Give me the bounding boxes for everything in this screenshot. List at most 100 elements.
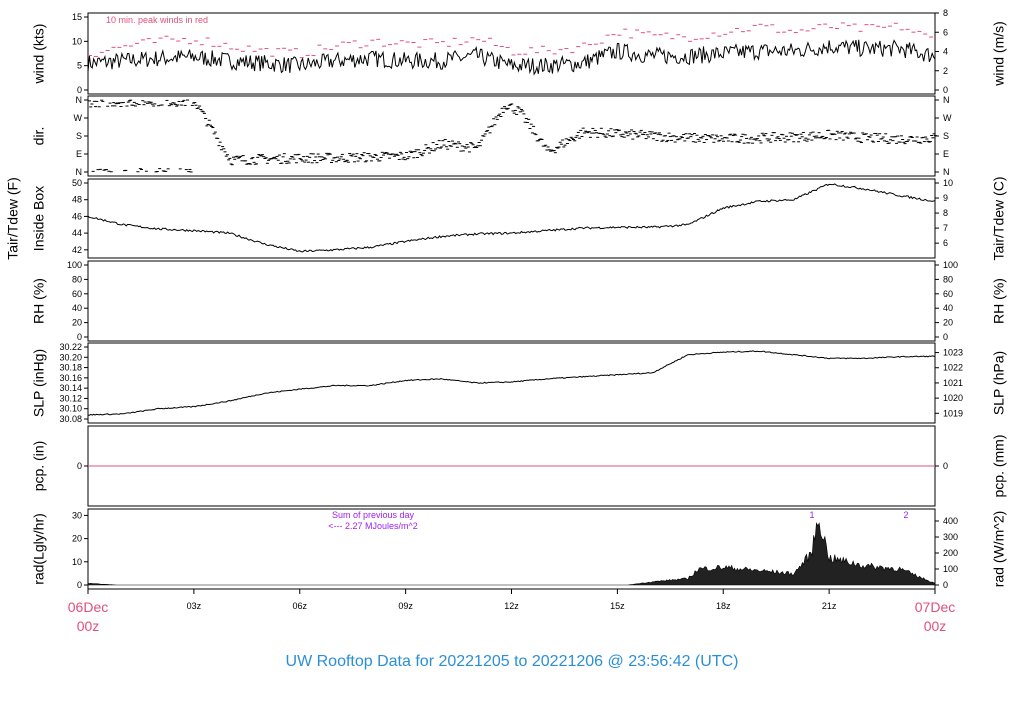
y-tick-label: 5 bbox=[77, 61, 82, 71]
panel-rh: RH (%) RH (%) 0 20 40 60 80 100 0 20 40 60 80 100 bbox=[31, 260, 1007, 342]
y-tick-label: 30.10 bbox=[59, 404, 82, 414]
y-tick-label: N bbox=[76, 167, 83, 177]
y-tick-label-right: 1022 bbox=[943, 363, 963, 373]
y-tick-label: 42 bbox=[72, 245, 82, 255]
y-tick-label: 15 bbox=[72, 12, 82, 22]
radiation-marker-2: 2 bbox=[903, 510, 908, 520]
y-tick-label: 0 bbox=[77, 580, 82, 590]
x-tick-label: 18z bbox=[716, 601, 731, 611]
y-tick-label-right: 9 bbox=[943, 193, 948, 203]
y-tick-label: 46 bbox=[72, 211, 82, 221]
y-tick-label: 40 bbox=[72, 303, 82, 313]
y-tick-label-right: 20 bbox=[943, 318, 953, 328]
y-tick-label-right: 7 bbox=[943, 223, 948, 233]
y-axis-label-right: RH (%) bbox=[991, 278, 1007, 324]
slp-line bbox=[87, 350, 936, 416]
y-tick-label-right: W bbox=[943, 113, 952, 123]
y-tick-label-right: 4 bbox=[943, 47, 948, 57]
y-axis-label-right: SLP (hPa) bbox=[991, 351, 1007, 415]
y-tick-label: 30.20 bbox=[59, 352, 82, 362]
panel-frame bbox=[87, 12, 936, 95]
y-axis-label: wind (kts) bbox=[31, 24, 47, 85]
y-tick-label: 80 bbox=[72, 274, 82, 284]
y-tick-label-right: 300 bbox=[943, 532, 958, 542]
y-tick-label-right: 100 bbox=[943, 564, 958, 574]
y-tick-label: 0 bbox=[77, 332, 82, 342]
wind-speed-line bbox=[87, 39, 936, 76]
y-axis-label-2: Inside Box bbox=[31, 186, 47, 251]
chart-title: UW Rooftop Data for 20221205 to 20221206… bbox=[286, 653, 739, 670]
y-tick-label-right: 8 bbox=[943, 208, 948, 218]
y-tick-label-right: 1021 bbox=[943, 378, 963, 388]
y-tick-label-right: 200 bbox=[943, 548, 958, 558]
y-axis-label: pcp. (in) bbox=[31, 441, 47, 492]
y-tick-label-right: 6 bbox=[943, 27, 948, 37]
panel-rad: rad(Lgly/hr) rad (W/m^2)01020300100200300… bbox=[31, 508, 1007, 590]
y-axis-label: SLP (inHg) bbox=[31, 349, 47, 417]
y-tick-label: 30.18 bbox=[59, 363, 82, 373]
panel-frame bbox=[87, 260, 936, 342]
y-tick-label: W bbox=[74, 113, 83, 123]
y-axis-label-right: pcp. (mm) bbox=[991, 435, 1007, 498]
x-tick-label: 03z bbox=[187, 601, 202, 611]
peak-wind-annotation: 10 min. peak winds in red bbox=[106, 15, 208, 25]
radiation-area bbox=[87, 522, 936, 586]
radiation-sum-value: <--- 2.27 MJoules/m^2 bbox=[328, 521, 418, 531]
panel-frame bbox=[87, 342, 936, 424]
y-tick-label-right: 1019 bbox=[943, 408, 963, 418]
y-tick-label-right: S bbox=[943, 131, 949, 141]
y-tick-label-right: 0 bbox=[943, 85, 948, 95]
y-tick-label-right: 0 bbox=[943, 580, 948, 590]
y-tick-label: 30.14 bbox=[59, 383, 82, 393]
panel-frame bbox=[87, 178, 936, 259]
y-tick-label-right: 10 bbox=[943, 178, 953, 188]
y-tick-label: E bbox=[76, 149, 82, 159]
x-time-label: 00z bbox=[77, 618, 100, 634]
y-tick-label-right: 1020 bbox=[943, 393, 963, 403]
y-tick-label-right: 400 bbox=[943, 516, 958, 526]
y-tick-label: 30.12 bbox=[59, 393, 82, 403]
y-tick-label-right: 80 bbox=[943, 274, 953, 284]
y-tick-label: 10 bbox=[72, 36, 82, 46]
x-date-label: 06Dec bbox=[68, 599, 108, 615]
y-tick-label-right: E bbox=[943, 149, 949, 159]
x-tick-label: 21z bbox=[822, 601, 837, 611]
radiation-sum-label: Sum of previous day bbox=[332, 510, 415, 520]
y-tick-label: 0 bbox=[77, 461, 82, 471]
y-axis-label-right: wind (m/s) bbox=[991, 21, 1007, 87]
panel-wind: wind (kts) wind (m/s) 0 5 10 15 0 2 4 6 8 10 min. p… bbox=[31, 8, 1007, 95]
x-time-label: 00z bbox=[924, 618, 947, 634]
y-tick-label: 30.16 bbox=[59, 373, 82, 383]
y-tick-label: 20 bbox=[72, 318, 82, 328]
y-tick-label: 44 bbox=[72, 228, 82, 238]
x-tick-label: 06z bbox=[292, 601, 307, 611]
y-tick-label: 0 bbox=[77, 85, 82, 95]
y-tick-label-right: 100 bbox=[943, 260, 958, 270]
y-tick-label-right: 60 bbox=[943, 289, 953, 299]
y-tick-label-right: 6 bbox=[943, 238, 948, 248]
y-tick-label: 100 bbox=[67, 260, 82, 270]
y-tick-label-right: 1023 bbox=[943, 348, 963, 358]
panel-pcp: pcp. (in) pcp. (mm) 0 0 bbox=[31, 425, 1007, 507]
y-axis-label: Tair/Tdew (F) bbox=[5, 177, 21, 259]
y-axis-label-right: rad (W/m^2) bbox=[991, 511, 1007, 588]
y-tick-label-right: 8 bbox=[943, 8, 948, 18]
y-tick-label: 50 bbox=[72, 178, 82, 188]
y-tick-label-right: 0 bbox=[943, 332, 948, 342]
x-date-label: 07Dec bbox=[915, 599, 955, 615]
y-tick-label-right: 0 bbox=[943, 461, 948, 471]
y-tick-label-right: 40 bbox=[943, 303, 953, 313]
y-tick-label: 30.08 bbox=[59, 414, 82, 424]
y-tick-label-right: N bbox=[943, 167, 950, 177]
y-tick-label: 10 bbox=[72, 557, 82, 567]
y-tick-label: 30.22 bbox=[59, 342, 82, 352]
y-axis-label: dir. bbox=[31, 127, 47, 146]
y-tick-label: 20 bbox=[72, 534, 82, 544]
y-tick-label: 30 bbox=[72, 510, 82, 520]
y-tick-label: 48 bbox=[72, 195, 82, 205]
panel-slp: SLP (inHg) SLP (hPa)30.0830.1030.1230.143… bbox=[31, 342, 1007, 424]
x-tick-label: 12z bbox=[504, 601, 519, 611]
y-tick-label-right: 2 bbox=[943, 66, 948, 76]
